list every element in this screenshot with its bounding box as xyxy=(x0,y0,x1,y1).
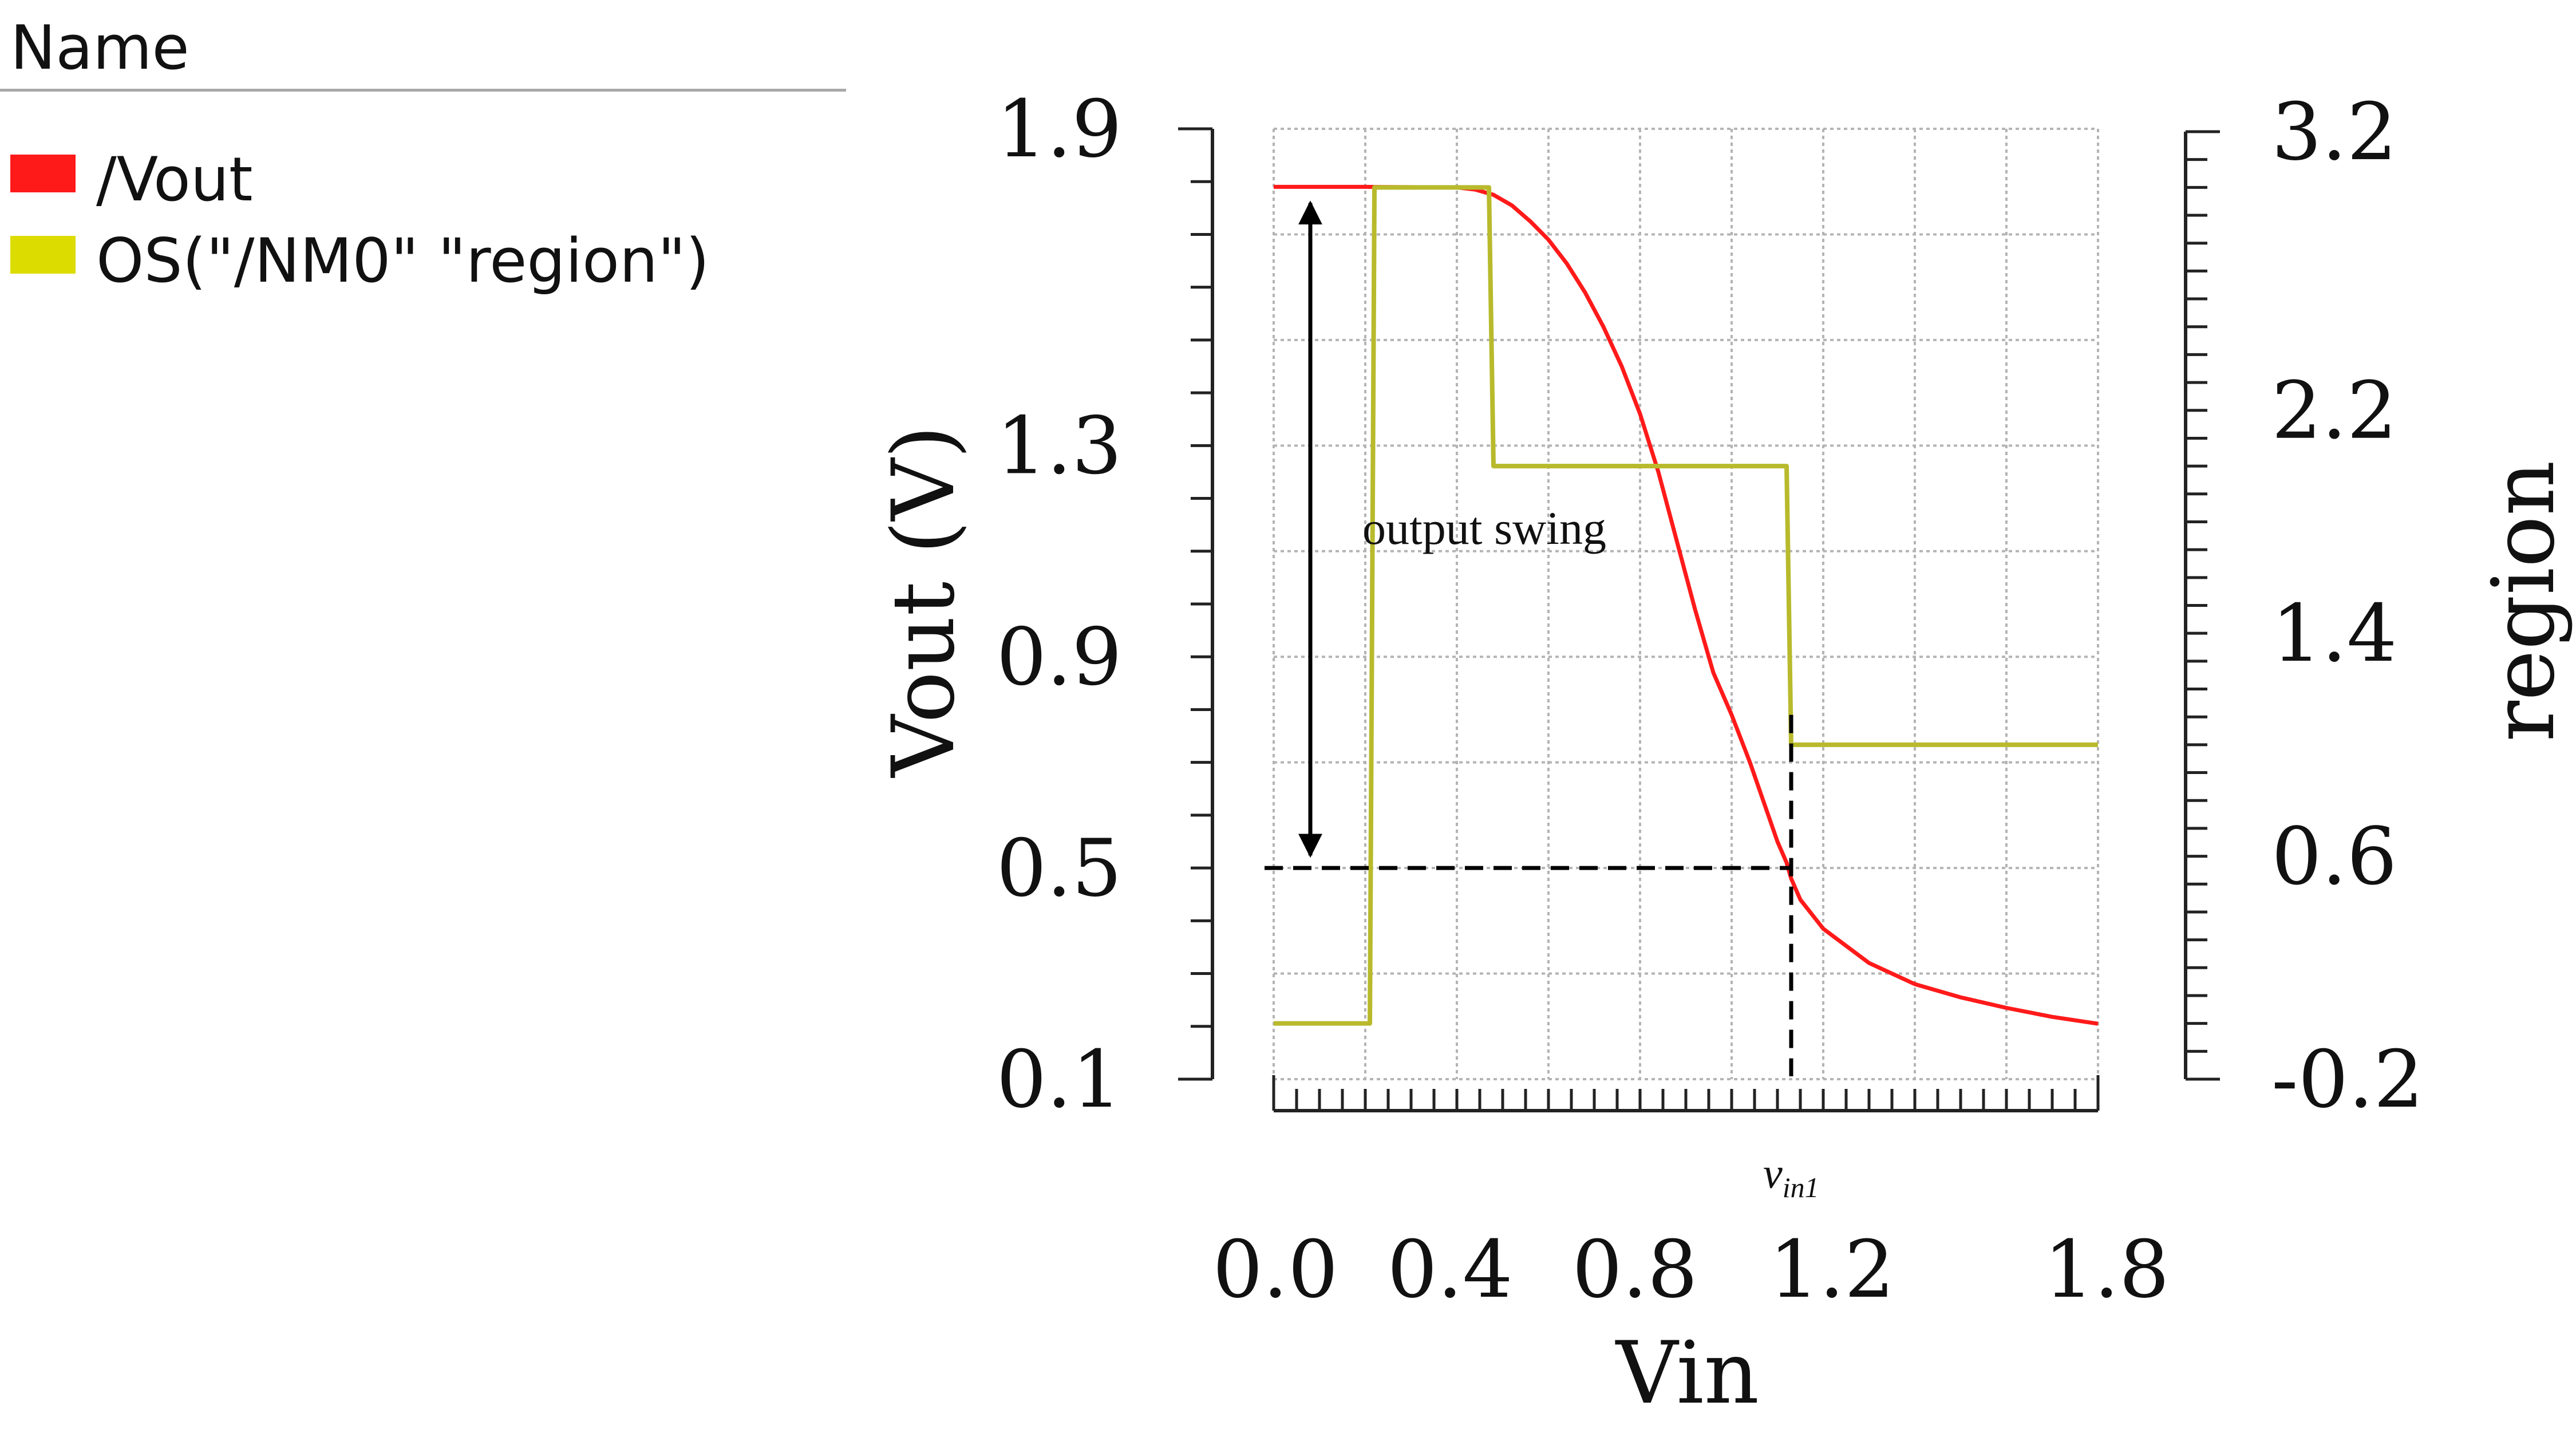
series-line-region xyxy=(1274,185,2098,1026)
legend-swatch-vout xyxy=(10,155,76,192)
right-tick-label: 1.4 xyxy=(2271,587,2397,680)
right-axis-title: region xyxy=(2474,460,2574,741)
axes xyxy=(1178,127,2220,1112)
right-tick-label: 3.2 xyxy=(2271,86,2397,178)
legend-swatch-region xyxy=(10,236,76,274)
x-tick-label: 0.0 xyxy=(1212,1223,1338,1316)
left-tick-label: 1.9 xyxy=(997,83,1122,175)
x-tick-label: 0.8 xyxy=(1572,1223,1697,1316)
right-tick-label: -0.2 xyxy=(2271,1033,2424,1126)
axis-labels: 1.9 1.3 0.9 0.5 0.1 3.2 2.2 1.4 0.6 -0.2 0.0 0.4 0.8… xyxy=(874,83,2574,1423)
x-tick-label: 0.4 xyxy=(1387,1223,1512,1316)
x-axis-title: Vin xyxy=(1615,1324,1759,1423)
output-swing-label: output swing xyxy=(1362,502,1606,554)
series-layer xyxy=(1274,184,2099,1026)
vin1-label: vin1 xyxy=(1763,1150,1819,1203)
right-tick-label: 2.2 xyxy=(2271,365,2397,457)
x-tick-label: 1.2 xyxy=(1769,1223,1894,1316)
grid xyxy=(1273,128,2099,1080)
left-tick-label: 0.9 xyxy=(997,611,1122,703)
right-tick-label: 0.6 xyxy=(2271,811,2397,903)
x-tick-label: 1.8 xyxy=(2044,1223,2169,1316)
left-tick-label: 0.5 xyxy=(997,822,1122,914)
legend-label-vout: /Vout xyxy=(96,144,253,215)
series-line-vout xyxy=(1274,184,2099,1026)
legend-panel: Name /Vout OS("/NM0" "region") xyxy=(0,0,847,344)
left-tick-label: 1.3 xyxy=(997,400,1122,492)
annotations: output swing vin1 xyxy=(1265,200,1819,1203)
legend-divider xyxy=(0,89,846,92)
legend-header: Name xyxy=(10,13,189,83)
left-axis-title: Vout (V) xyxy=(874,425,974,779)
legend-label-region: OS("/NM0" "region") xyxy=(96,226,710,296)
left-tick-label: 0.1 xyxy=(997,1033,1122,1126)
